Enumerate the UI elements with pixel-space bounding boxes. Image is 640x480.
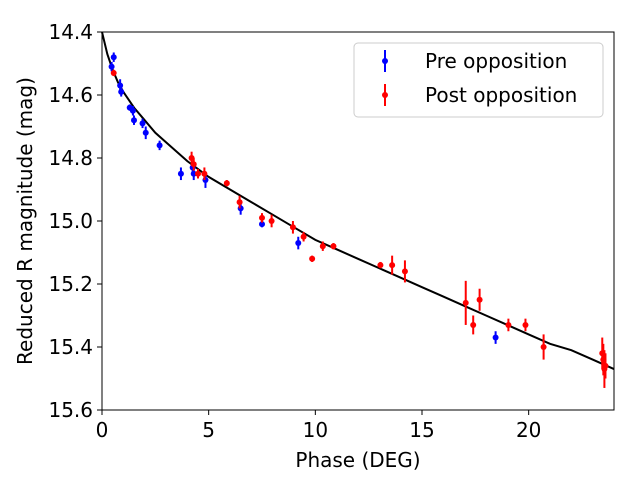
y-tick-label: 15.6 (48, 398, 93, 422)
point-pre-opposition-12 (190, 170, 197, 177)
x-tick-label: 15 (409, 418, 434, 442)
point-pre-opposition-17 (492, 334, 499, 341)
x-axis-label: Phase (DEG) (295, 448, 420, 472)
point-post-opposition-22 (540, 344, 547, 350)
y-axis-label: Reduced R magnitude (mag) (13, 77, 37, 365)
point-post-opposition-15 (389, 262, 396, 269)
point-post-opposition-12 (319, 243, 326, 250)
y-tick-label: 14.6 (48, 83, 93, 107)
point-pre-opposition-10 (177, 170, 184, 177)
x-axis: 0 5 10 15 20 (96, 410, 541, 442)
x-tick-label: 20 (516, 418, 541, 442)
point-post-opposition-0 (110, 69, 117, 76)
legend-marker-post-opposition (382, 92, 388, 98)
point-post-opposition-9 (289, 224, 296, 231)
point-post-opposition-17 (462, 299, 469, 306)
point-post-opposition-16 (401, 268, 408, 275)
point-post-opposition-5 (223, 180, 230, 187)
point-pre-opposition-9 (156, 142, 163, 149)
x-tick-label: 10 (303, 418, 328, 442)
y-tick-label: 15.0 (48, 209, 93, 233)
x-tick-label: 0 (96, 418, 109, 442)
point-post-opposition-3 (195, 170, 201, 177)
y-tick-label: 14.8 (48, 146, 93, 170)
point-post-opposition-6 (236, 199, 243, 206)
point-pre-opposition-6 (131, 117, 137, 124)
point-post-opposition-10 (300, 233, 307, 240)
point-post-opposition-11 (309, 255, 316, 262)
point-pre-opposition-15 (259, 221, 265, 228)
point-post-opposition-21 (522, 321, 529, 328)
legend-box (353, 42, 604, 118)
legend-marker-pre-opposition (382, 58, 388, 64)
legend-label-pre-opposition: Pre opposition (425, 49, 567, 73)
point-pre-opposition-13 (202, 177, 209, 184)
y-tick-label: 15.4 (48, 335, 93, 359)
point-pre-opposition-2 (117, 82, 124, 89)
point-post-opposition-18 (470, 321, 477, 328)
point-pre-opposition-14 (237, 205, 244, 212)
point-post-opposition-7 (259, 214, 265, 221)
y-tick-label: 14.4 (48, 20, 93, 44)
legend-entry-pre-opposition: Pre opposition (382, 49, 567, 73)
point-post-opposition-26 (602, 362, 609, 369)
point-pre-opposition-7 (139, 120, 146, 127)
point-pre-opposition-3 (118, 88, 125, 95)
legend: Pre opposition Post opposition (353, 42, 604, 118)
point-pre-opposition-1 (110, 54, 117, 61)
point-pre-opposition-0 (108, 63, 115, 70)
point-pre-opposition-8 (142, 129, 149, 136)
y-tick-label: 15.2 (48, 272, 93, 296)
series-post-opposition (110, 69, 609, 388)
point-post-opposition-4 (201, 170, 208, 177)
point-post-opposition-8 (268, 218, 275, 224)
point-post-opposition-2 (190, 161, 197, 168)
point-post-opposition-20 (505, 321, 512, 328)
y-axis: 14.4 14.6 14.8 15.0 15.2 15.4 15.6 (48, 20, 102, 422)
plot-marks (101, 31, 615, 388)
point-pre-opposition-5 (129, 107, 136, 114)
legend-label-post-opposition: Post opposition (425, 83, 577, 107)
legend-entry-post-opposition: Post opposition (382, 83, 577, 107)
x-tick-label: 5 (202, 418, 215, 442)
point-post-opposition-13 (330, 243, 337, 250)
point-pre-opposition-16 (295, 240, 302, 247)
point-post-opposition-19 (476, 296, 483, 303)
point-post-opposition-14 (377, 262, 384, 269)
